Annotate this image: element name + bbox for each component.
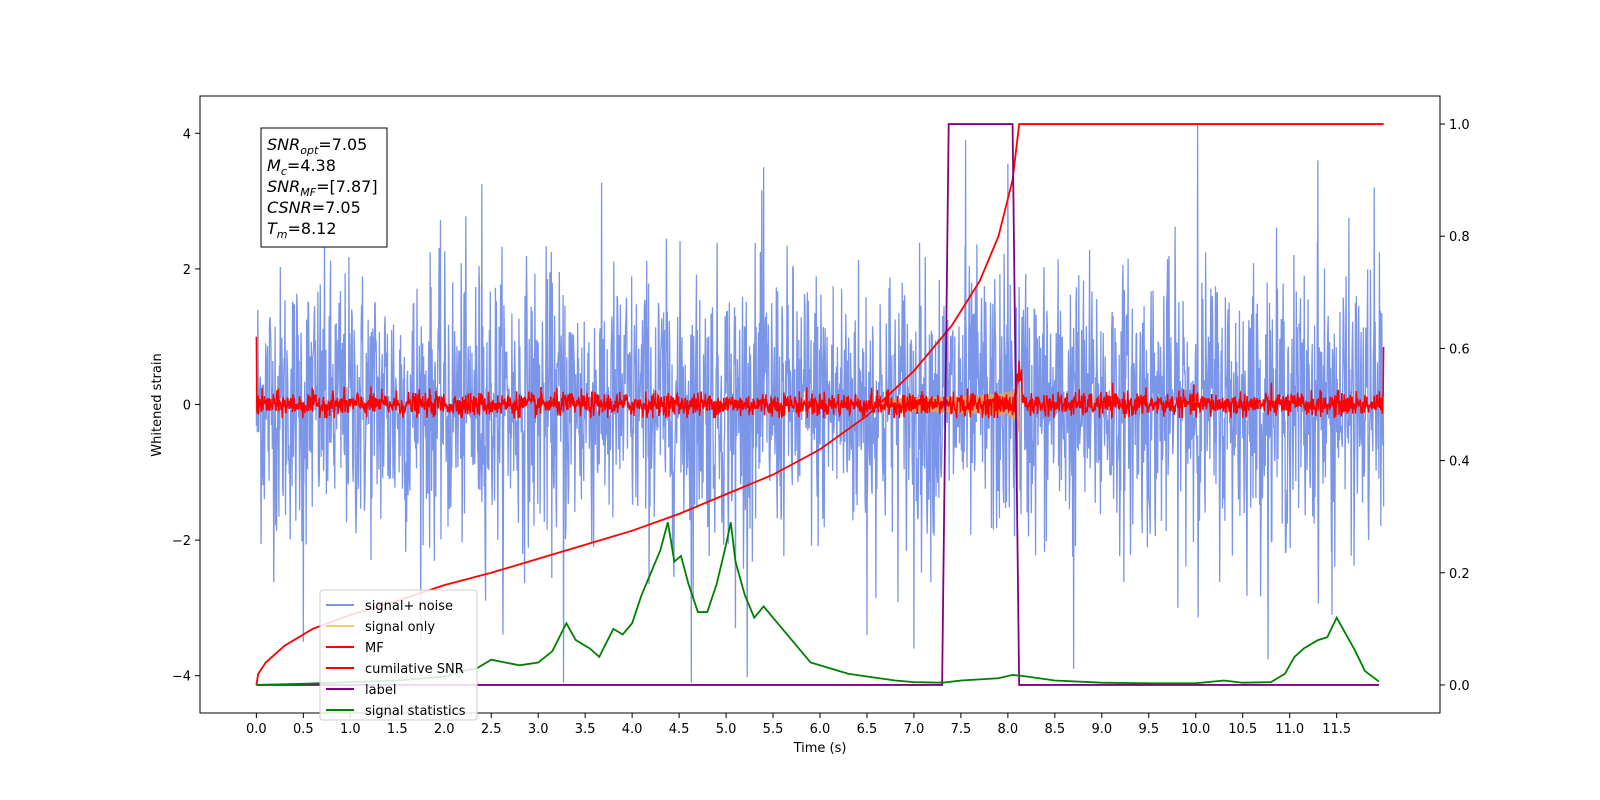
plot-area <box>255 123 1385 686</box>
x-tick-label: 1.5 <box>387 722 408 737</box>
x-axis: 0.0 0.5 1.0 1.5 2.0 2.5 3.0 3.5 4.0 4.5 5.0 5.5 6.0 6… <box>246 713 1351 737</box>
x-tick-label: 11.5 <box>1322 722 1351 737</box>
x-tick-label: 4.5 <box>669 722 690 737</box>
x-tick-label: 11.0 <box>1275 722 1304 737</box>
series-label <box>256 123 1379 686</box>
x-tick-label: 5.0 <box>716 722 737 737</box>
y-left-tick-label: −2 <box>172 534 191 549</box>
legend-item-label: MF <box>365 641 384 656</box>
legend-item-label: cumilative SNR <box>365 662 464 677</box>
y-left-tick-label: 4 <box>183 127 191 142</box>
series-signal-noise <box>255 123 1385 683</box>
info-line: SNRMF=[7.87] <box>267 177 378 199</box>
left-y-axis: −4 −2 0 2 4 <box>172 127 200 685</box>
info-line: Mc=4.38 <box>267 156 336 178</box>
x-tick-label: 8.0 <box>998 722 1019 737</box>
info-line: SNRopt=7.05 <box>267 135 367 157</box>
y-right-tick-label: 0.8 <box>1449 230 1470 245</box>
x-tick-label: 0.0 <box>246 722 267 737</box>
x-tick-label: 7.0 <box>904 722 925 737</box>
x-tick-label: 9.5 <box>1138 722 1159 737</box>
x-tick-label: 1.0 <box>340 722 361 737</box>
x-tick-label: 8.5 <box>1045 722 1066 737</box>
x-tick-label: 3.5 <box>575 722 596 737</box>
legend: signal+ noise signal only MF cumilative SNR… <box>319 589 478 721</box>
y-right-tick-label: 0.6 <box>1449 342 1470 357</box>
y-left-tick-label: 0 <box>183 399 191 414</box>
x-tick-label: 5.5 <box>763 722 784 737</box>
legend-frame <box>319 589 478 721</box>
x-tick-label: 6.5 <box>857 722 878 737</box>
info-line: Tm=8.12 <box>267 219 337 241</box>
legend-item-label: signal statistics <box>365 704 466 719</box>
x-tick-label: 2.5 <box>481 722 502 737</box>
y-right-tick-label: 1.0 <box>1449 118 1470 133</box>
right-y-axis: 0.0 0.2 0.4 0.6 0.8 1.0 <box>1440 118 1470 694</box>
y-axis-label: Whitened strain <box>150 353 165 456</box>
x-tick-label: 3.0 <box>528 722 549 737</box>
x-axis-label: Time (s) <box>793 741 847 756</box>
series-signal-statistics <box>256 522 1380 686</box>
y-left-tick-label: −4 <box>172 670 191 685</box>
series-mf <box>255 336 1385 420</box>
x-tick-label: 9.0 <box>1091 722 1112 737</box>
legend-item-label: signal only <box>365 620 435 635</box>
x-tick-label: 2.0 <box>434 722 455 737</box>
x-tick-label: 4.0 <box>622 722 643 737</box>
info-box-frame <box>260 127 388 248</box>
x-tick-label: 7.5 <box>951 722 972 737</box>
y-right-tick-label: 0.2 <box>1449 567 1470 582</box>
x-tick-label: 10.5 <box>1228 722 1257 737</box>
x-tick-label: 0.5 <box>293 722 314 737</box>
y-right-tick-label: 0.0 <box>1449 679 1470 694</box>
y-left-tick-label: 2 <box>183 263 191 278</box>
info-line: CSNR=7.05 <box>267 198 361 217</box>
y-right-tick-label: 0.4 <box>1449 455 1470 470</box>
legend-item-label: label <box>365 683 396 698</box>
series-cumilative-snr <box>255 123 1384 686</box>
x-tick-label: 10.0 <box>1181 722 1210 737</box>
x-tick-label: 6.0 <box>810 722 831 737</box>
legend-item-label: signal+ noise <box>365 599 453 614</box>
